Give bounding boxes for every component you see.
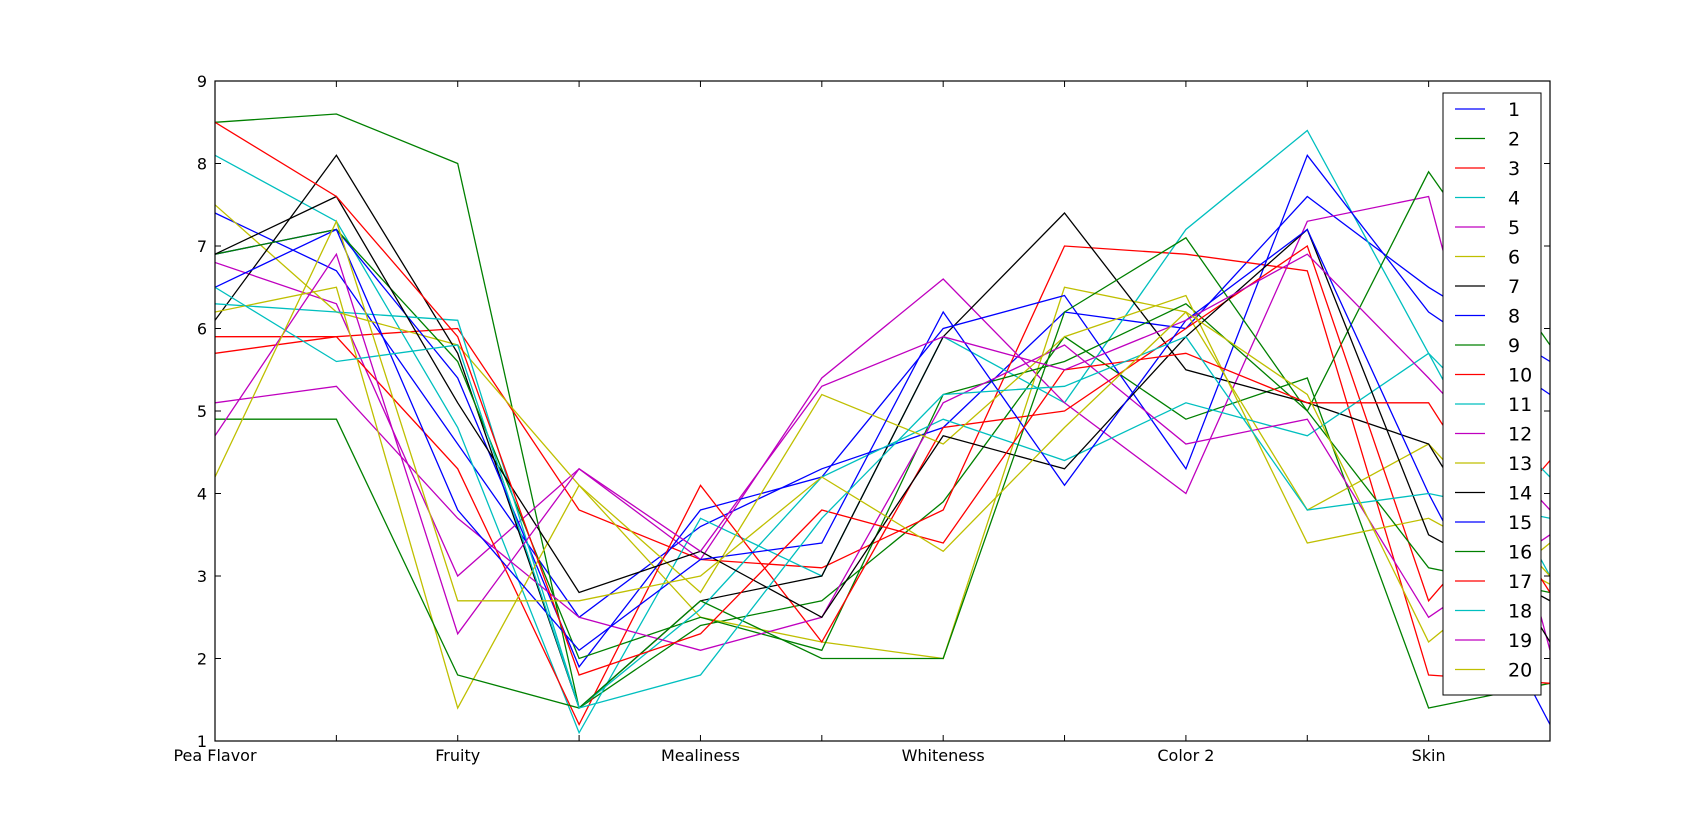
series-line-5 bbox=[215, 195, 1550, 651]
legend-label-17: 17 bbox=[1508, 571, 1532, 593]
x-axis: Pea Flavor Fruity Mealiness Whiteness Color … bbox=[173, 81, 1551, 765]
legend-box bbox=[1442, 92, 1542, 696]
legend-label-3: 3 bbox=[1508, 158, 1520, 180]
series-line-12 bbox=[215, 344, 1550, 651]
x-tick-label: Fruity bbox=[435, 746, 480, 765]
legend-label-16: 16 bbox=[1508, 542, 1532, 564]
legend-label-15: 15 bbox=[1508, 512, 1532, 534]
y-tick-label: 9 bbox=[197, 72, 207, 91]
y-tick-label: 8 bbox=[197, 155, 207, 174]
y-tick-label: 3 bbox=[197, 567, 207, 586]
legend-label-20: 20 bbox=[1508, 660, 1532, 682]
x-tick-label: Mealiness bbox=[661, 746, 740, 765]
y-tick-label: 5 bbox=[197, 402, 207, 421]
x-tick-label: Skin bbox=[1412, 746, 1446, 765]
legend-label-14: 14 bbox=[1508, 483, 1532, 505]
x-tick-label: Whiteness bbox=[902, 746, 985, 765]
y-tick-label: 6 bbox=[197, 320, 207, 339]
x-tick-label: Color 2 bbox=[1157, 746, 1214, 765]
y-tick-label: 2 bbox=[197, 650, 207, 669]
legend-label-6: 6 bbox=[1508, 247, 1520, 269]
y-tick-label: 1 bbox=[197, 732, 207, 751]
legend-label-1: 1 bbox=[1508, 99, 1520, 121]
series-line-2 bbox=[215, 113, 1550, 710]
legend-label-9: 9 bbox=[1508, 335, 1520, 357]
series-line-9 bbox=[215, 170, 1550, 660]
series-line-10 bbox=[215, 244, 1550, 726]
legend-label-18: 18 bbox=[1508, 601, 1532, 623]
x-tick-label: Pea Flavor bbox=[173, 746, 257, 765]
y-tick-label: 7 bbox=[197, 237, 207, 256]
series-line-15 bbox=[215, 228, 1550, 725]
legend-label-7: 7 bbox=[1508, 276, 1520, 298]
legend-label-10: 10 bbox=[1508, 365, 1532, 387]
legend-label-2: 2 bbox=[1508, 129, 1520, 151]
series-line-19 bbox=[215, 252, 1550, 636]
legend-label-12: 12 bbox=[1508, 424, 1532, 446]
legend-label-5: 5 bbox=[1508, 217, 1520, 239]
legend-label-4: 4 bbox=[1508, 188, 1520, 210]
legend-label-11: 11 bbox=[1508, 394, 1532, 416]
legend-label-19: 19 bbox=[1508, 630, 1532, 652]
legend-label-8: 8 bbox=[1508, 306, 1520, 328]
series-lines bbox=[215, 113, 1550, 735]
y-tick-label: 4 bbox=[197, 485, 207, 504]
series-line-11 bbox=[215, 303, 1550, 710]
series-line-3 bbox=[215, 245, 1550, 684]
series-line-20 bbox=[215, 219, 1550, 644]
legend-label-13: 13 bbox=[1508, 453, 1532, 475]
series-line-17 bbox=[215, 121, 1550, 676]
series-line-18 bbox=[215, 286, 1550, 709]
series-line-8 bbox=[215, 153, 1550, 669]
series-line-13 bbox=[215, 286, 1550, 710]
